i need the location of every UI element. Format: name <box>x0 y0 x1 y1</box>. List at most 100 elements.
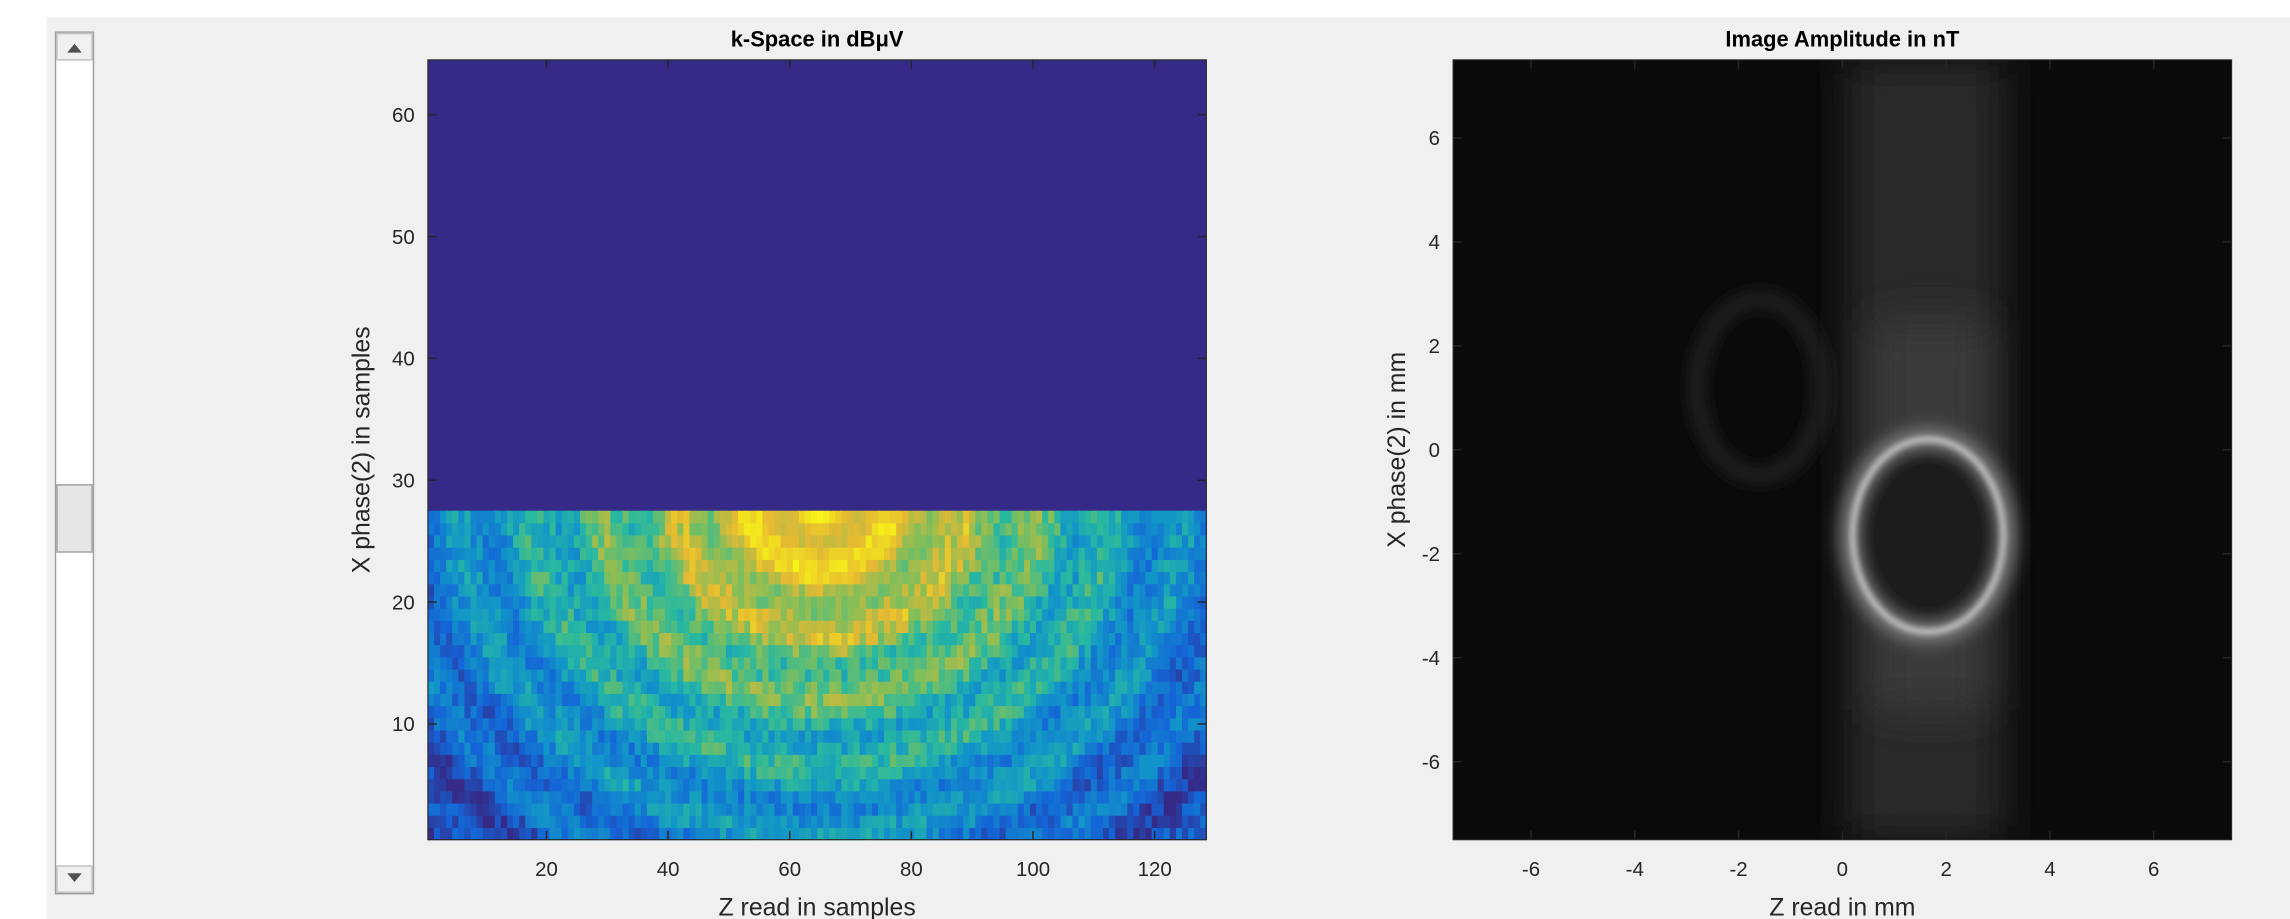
heatmap-cell <box>610 681 617 694</box>
heatmap-cell <box>1109 754 1116 768</box>
heatmap-cell <box>616 705 623 719</box>
heatmap-cell <box>932 571 940 585</box>
heatmap-cell <box>549 815 557 828</box>
heatmap-cell <box>738 559 745 573</box>
heatmap-cell <box>440 547 447 560</box>
heatmap-cell <box>519 705 526 719</box>
heatmap-cell <box>1036 815 1043 828</box>
heatmap-cell <box>671 815 678 828</box>
heatmap-cell <box>1072 778 1080 792</box>
heatmap-cell <box>513 705 520 719</box>
heatmap-cell <box>549 535 557 548</box>
heatmap-cell <box>561 681 569 694</box>
heatmap-cell <box>1139 608 1146 621</box>
heatmap-cell <box>476 766 484 780</box>
heatmap-cell <box>452 790 459 804</box>
heatmap-cell <box>1048 730 1055 743</box>
heatmap-cell <box>707 522 715 536</box>
heatmap-cell <box>707 596 715 609</box>
heatmap-cell <box>440 656 447 670</box>
heatmap-cell <box>798 717 806 731</box>
heatmap-cell <box>689 571 696 585</box>
heatmap-cell <box>677 583 684 597</box>
heatmap-cell <box>865 790 873 804</box>
heatmap-cell <box>555 815 563 828</box>
heatmap-cell <box>1194 705 1201 719</box>
heatmap-cell <box>969 547 976 560</box>
heatmap-cell <box>786 547 794 560</box>
heatmap-cell <box>1102 583 1110 597</box>
heatmap-cell <box>470 754 478 768</box>
heatmap-cell <box>969 608 976 621</box>
heatmap-cell <box>446 547 453 560</box>
heatmap-cell <box>847 608 855 621</box>
heatmap-cell <box>780 644 788 658</box>
heatmap-cell <box>944 705 952 719</box>
heatmap-cell <box>969 669 976 682</box>
heatmap-cell <box>969 571 976 585</box>
scroll-track[interactable] <box>54 31 95 895</box>
heatmap-cell <box>914 644 921 658</box>
heatmap-cell <box>932 681 940 694</box>
heatmap-cell <box>938 620 946 633</box>
heatmap-cell <box>1042 596 1049 609</box>
heatmap-cell <box>1200 522 1207 536</box>
heatmap-cell <box>652 705 660 719</box>
heatmap-cell <box>1163 693 1171 707</box>
heatmap-cell <box>908 790 915 804</box>
heatmap-cell <box>531 766 538 780</box>
heatmap-cell <box>707 547 715 560</box>
heatmap-cell <box>683 510 690 524</box>
heatmap-cell <box>537 815 544 828</box>
heatmap-cell <box>659 510 666 524</box>
heatmap-cell <box>804 596 812 609</box>
heatmap-cell <box>567 778 575 792</box>
heatmap-cell <box>1133 766 1140 780</box>
heatmap-cell <box>999 559 1007 573</box>
heatmap-cell <box>598 790 605 804</box>
heatmap-cell <box>1121 815 1128 828</box>
heatmap-cell <box>519 730 526 743</box>
heatmap-cell <box>938 778 946 792</box>
heatmap-cell <box>1145 644 1153 658</box>
scroll-thumb[interactable] <box>56 484 93 553</box>
heatmap-cell <box>446 681 453 694</box>
heatmap-cell <box>1109 644 1116 658</box>
heatmap-cell <box>938 632 946 646</box>
heatmap-cell <box>731 778 739 792</box>
heatmap-cell <box>634 754 642 768</box>
heatmap-cell <box>1042 571 1049 585</box>
heatmap-cell <box>1090 632 1098 646</box>
heatmap-cell <box>756 778 763 792</box>
heatmap-cell <box>859 766 867 780</box>
heatmap-cell <box>482 778 490 792</box>
heatmap-cell <box>665 705 672 719</box>
heatmap-cell <box>598 596 605 609</box>
heatmap-cell <box>665 681 672 694</box>
heatmap-cell <box>440 681 447 694</box>
heatmap-cell <box>476 790 484 804</box>
heatmap-cell <box>1023 681 1031 694</box>
heatmap-cell <box>446 693 453 707</box>
heatmap-cell <box>1182 620 1189 633</box>
scrollbar[interactable] <box>54 31 95 895</box>
heatmap-cell <box>1042 790 1049 804</box>
heatmap-cell <box>537 644 544 658</box>
heatmap-cell <box>908 656 915 670</box>
heatmap-cell <box>1042 547 1049 560</box>
heatmap-cell <box>1157 620 1165 633</box>
heatmap-cell <box>1078 790 1086 804</box>
heatmap-cell <box>616 608 623 621</box>
heatmap-cell <box>963 705 970 719</box>
heatmap-cell <box>531 644 538 658</box>
heatmap-cell <box>865 656 873 670</box>
heatmap-cell <box>926 620 934 633</box>
heatmap-cell <box>713 644 721 658</box>
heatmap-cell <box>573 717 581 731</box>
heatmap-cell <box>884 547 891 560</box>
heatmap-cell <box>573 596 581 609</box>
heatmap-cell <box>1029 717 1037 731</box>
heatmap-cell <box>1169 827 1177 841</box>
heatmap-cell <box>719 522 727 536</box>
heatmap-cell <box>513 827 520 841</box>
